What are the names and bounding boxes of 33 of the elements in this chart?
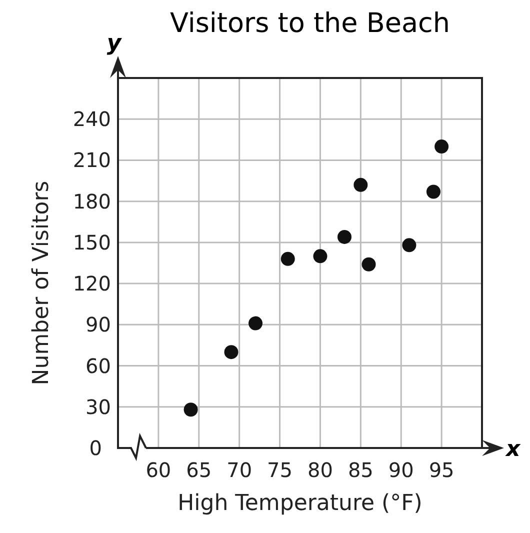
point: [224, 345, 238, 360]
point: [313, 249, 328, 264]
point: [280, 252, 295, 266]
point: [354, 178, 368, 192]
y-tick-label: 0: [89, 436, 102, 460]
point: [402, 238, 416, 252]
y-tick-label: 60: [86, 354, 111, 378]
y-axis-title: Number of Visitors: [29, 180, 54, 386]
point: [362, 257, 376, 272]
x-tick-label: 75: [267, 458, 293, 482]
text: x: [505, 437, 521, 462]
x-axis-title: High Temperature (°F): [178, 491, 422, 516]
x-tick-label: 95: [428, 458, 454, 482]
point: [426, 184, 440, 199]
chart-title: Visitors to the Beach: [170, 8, 450, 39]
point: [434, 140, 449, 154]
y-tick-label: 240: [72, 107, 111, 132]
x-tick-label: 65: [186, 458, 212, 482]
y-tick-label: 120: [72, 272, 111, 296]
x-tick-label: 60: [146, 458, 172, 482]
y-tick-label: 150: [72, 230, 111, 254]
point: [184, 402, 198, 417]
y-tick-label: 30: [86, 394, 111, 419]
x-tick-label: 70: [226, 458, 252, 482]
x-tick-label: 90: [388, 458, 414, 482]
point: [248, 316, 263, 330]
x-tick-label: 80: [307, 458, 333, 482]
x-tick-label: 85: [348, 458, 374, 482]
point: [337, 230, 352, 244]
text: y: [106, 31, 123, 56]
y-tick-label: 90: [86, 312, 111, 337]
y-tick-label: 180: [72, 189, 111, 214]
y-tick-label: 210: [72, 148, 111, 172]
